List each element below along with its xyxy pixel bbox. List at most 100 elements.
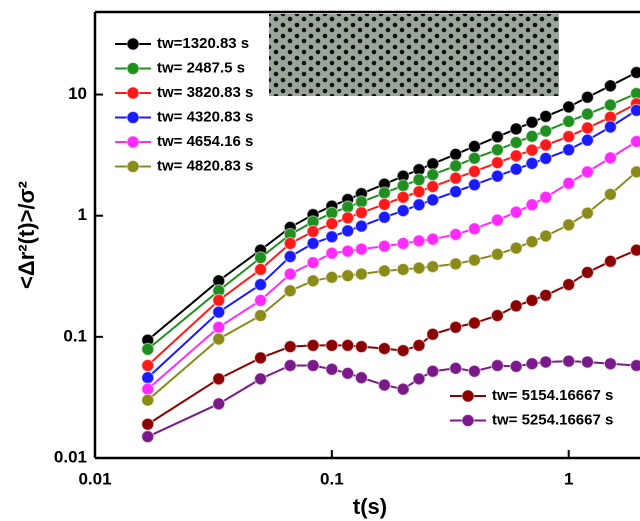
data-point	[580, 206, 595, 220]
legend-label: tw= 4654.16 s	[157, 133, 253, 150]
legend-label: tw= 3820.83 s	[157, 84, 253, 101]
data-point	[325, 338, 339, 352]
legend-marker	[126, 62, 140, 75]
data-point	[525, 293, 539, 307]
x-tick-label: 0.01	[78, 469, 111, 488]
series-line	[147, 360, 637, 438]
legend-label: tw= 5154.16667 s	[492, 387, 613, 404]
data-point	[354, 371, 369, 385]
data-point	[580, 107, 595, 121]
data-point	[325, 270, 339, 284]
data-point	[525, 156, 539, 171]
legend-marker	[126, 135, 140, 149]
data-point	[467, 316, 482, 330]
data-point	[377, 341, 392, 356]
data-point	[396, 179, 410, 193]
data-point	[412, 185, 426, 199]
x-tick-label: 1	[564, 469, 573, 488]
data-point	[354, 242, 369, 256]
data-point	[525, 235, 539, 249]
data-point	[396, 343, 410, 358]
data-point	[603, 187, 618, 201]
data-point	[539, 355, 553, 369]
data-point	[377, 264, 392, 278]
data-point	[562, 100, 576, 114]
data-point	[377, 197, 392, 211]
data-point	[212, 332, 226, 346]
data-point	[509, 205, 523, 219]
data-point	[603, 151, 618, 165]
data-point	[412, 234, 426, 248]
data-point	[141, 342, 155, 356]
data-point	[141, 358, 155, 373]
data-point	[629, 243, 640, 257]
data-point	[377, 186, 392, 200]
data-point	[306, 224, 320, 239]
legend-label: tw= 4820.83 s	[157, 157, 253, 174]
data-point	[509, 149, 523, 163]
data-point	[509, 135, 523, 150]
data-point	[253, 372, 268, 386]
data-point	[412, 173, 426, 187]
data-point	[509, 122, 523, 136]
data-point	[341, 366, 355, 380]
data-point	[325, 246, 339, 260]
data-point	[377, 239, 392, 253]
data-point	[629, 165, 640, 179]
data-point	[341, 200, 355, 214]
y-tick-label: 10	[68, 84, 87, 103]
data-point	[212, 372, 226, 386]
data-point	[426, 364, 440, 378]
data-point	[490, 247, 505, 261]
data-point	[341, 211, 355, 225]
series-line	[147, 249, 637, 426]
data-point	[490, 143, 505, 157]
legend-marker	[126, 160, 140, 173]
data-point	[467, 139, 482, 154]
x-tick-label: 0.1	[320, 469, 344, 488]
inset-image	[267, 14, 561, 96]
data-point	[539, 288, 553, 302]
data-point	[283, 236, 297, 251]
data-point	[396, 262, 410, 277]
data-point	[141, 371, 155, 385]
data-point	[525, 143, 539, 157]
data-point	[449, 171, 463, 185]
data-point	[467, 178, 482, 192]
data-point	[525, 115, 539, 129]
data-point	[412, 261, 426, 275]
data-point	[539, 109, 553, 123]
legend-label: tw= 2487.5 s	[157, 59, 245, 76]
data-point	[509, 241, 523, 255]
data-point	[509, 162, 523, 176]
data-point	[539, 151, 553, 166]
data-point	[467, 253, 482, 267]
series-line	[147, 71, 637, 341]
legend-label: tw= 5254.16667 s	[492, 411, 613, 428]
data-point	[539, 124, 553, 138]
series-line	[147, 92, 637, 351]
x-axis-label: t(s)	[353, 494, 387, 519]
data-point	[426, 327, 440, 341]
plot-area	[141, 65, 640, 444]
data-point	[341, 244, 355, 258]
data-point	[449, 227, 463, 242]
data-point	[629, 134, 640, 149]
data-point	[253, 277, 268, 292]
data-point	[490, 156, 505, 170]
data-point	[449, 257, 463, 271]
data-point	[539, 229, 553, 243]
legend-label: tw= 4320.83 s	[157, 108, 253, 125]
data-point	[306, 358, 320, 373]
data-point	[341, 269, 355, 283]
data-point	[580, 133, 595, 147]
data-point	[629, 103, 640, 117]
series-line	[147, 109, 638, 379]
series-line	[147, 102, 637, 367]
data-point	[426, 179, 440, 194]
data-point	[354, 267, 369, 281]
data-point	[467, 151, 482, 165]
data-point	[354, 219, 369, 233]
data-point	[212, 305, 226, 319]
